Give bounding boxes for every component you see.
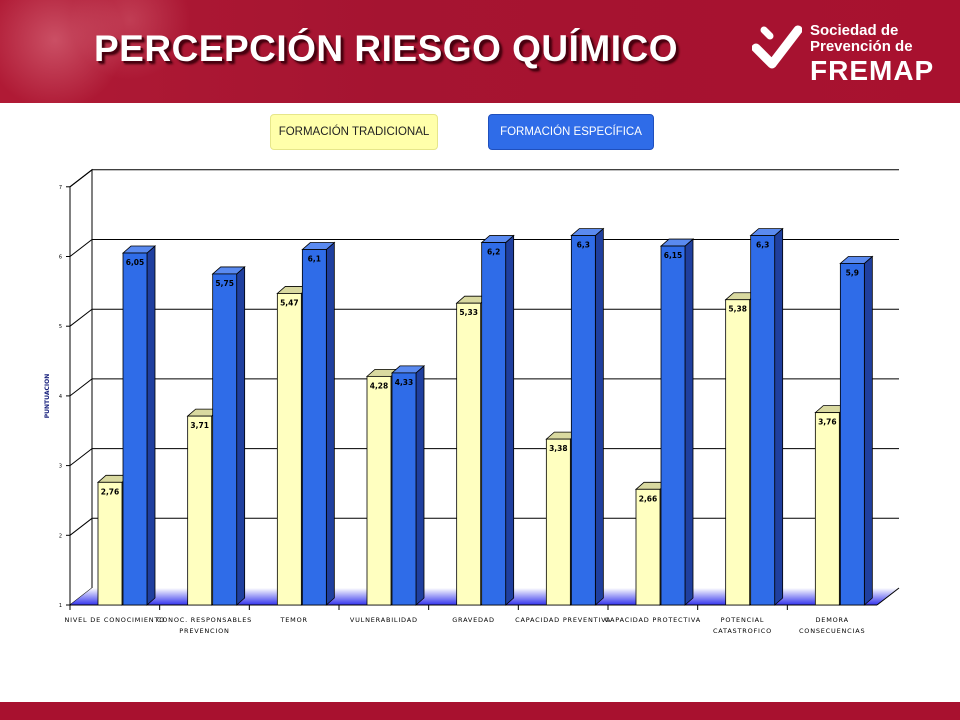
x-axis-depth (876, 587, 900, 606)
footer-bar (0, 702, 960, 720)
legend-specific: FORMACIÓN ESPECÍFICA (488, 114, 654, 150)
x-tick-label: VULNERABILIDAD (350, 616, 418, 624)
x-tick-label: CATASTROFICO (713, 627, 772, 635)
x-tick-label: NIVEL DE CONOCIMIENTO (64, 616, 165, 624)
logo-text-sociedad: Sociedad de (810, 22, 899, 39)
bar-traditional-label: 5,38 (728, 305, 747, 314)
bar-specific-side (415, 365, 425, 606)
bar-traditional-label: 3,71 (190, 421, 209, 430)
bar-specific-side (774, 227, 784, 606)
y-tick-label: 6 (59, 255, 62, 261)
bar-specific (570, 235, 596, 606)
bar-specific-side (146, 245, 156, 606)
checkmark-logo-icon (752, 25, 802, 69)
bar-specific-side (505, 234, 515, 606)
bar-traditional (545, 438, 571, 606)
bar-traditional (366, 375, 392, 606)
gridline (69, 239, 899, 257)
bar-specific (391, 372, 417, 606)
logo-text-fremap: FREMAP (810, 55, 935, 86)
bar-specific-label: 6,05 (126, 258, 145, 267)
y-tick-label: 5 (59, 324, 62, 330)
x-tick-label: GRAVEDAD (452, 616, 495, 624)
x-tick-label: POTENCIAL (721, 616, 765, 624)
bar-specific-label: 6,2 (487, 248, 500, 257)
gridline (69, 517, 899, 536)
bar-specific-label: 6,3 (756, 241, 769, 250)
legend-traditional: FORMACIÓN TRADICIONAL (270, 114, 438, 150)
bar-specific (212, 273, 238, 606)
bar-traditional (725, 299, 751, 606)
page-title: PERCEPCIÓN RIESGO QUÍMICO (94, 28, 679, 69)
bar-specific (481, 242, 507, 606)
gridline (69, 378, 899, 397)
gridline (69, 448, 899, 466)
bar-traditional-label: 4,28 (370, 381, 389, 390)
fremap-logo: Sociedad de Prevención de FREMAP (752, 18, 952, 88)
x-tick-label: CAPACIDAD PREVENTIVA (515, 616, 611, 624)
bar-traditional (456, 302, 482, 606)
bar-specific-side (594, 227, 604, 606)
bar-specific (301, 249, 327, 606)
x-tick-label: CONSECUENCIAS (799, 627, 865, 635)
x-tick-label: PREVENCION (179, 627, 229, 635)
bar-traditional-label: 2,66 (639, 494, 658, 503)
bar-traditional-label: 5,47 (280, 298, 299, 307)
x-tick-label: CAPACIDAD PROTECTIVA (605, 616, 701, 624)
bar-specific-side (236, 266, 246, 606)
bar-traditional-label: 3,76 (818, 418, 837, 427)
bar-specific (839, 263, 865, 606)
x-tick-label: TEMOR (280, 616, 308, 624)
bar-specific-label: 5,75 (215, 279, 234, 288)
bar-specific-label: 6,15 (664, 251, 683, 260)
y-tick-label: 7 (59, 185, 62, 191)
gridline (69, 169, 899, 188)
bar-specific (660, 245, 686, 606)
bar-specific-label: 4,33 (395, 378, 414, 387)
y-tick-label: 4 (59, 394, 62, 400)
y-tick-label: 2 (59, 533, 62, 539)
bar-specific-side (325, 241, 335, 606)
bar-traditional (635, 488, 661, 606)
bar-specific-label: 6,3 (577, 241, 590, 250)
bar-traditional (97, 481, 123, 606)
bar-traditional (814, 412, 840, 606)
bar-specific-side (684, 238, 694, 606)
bar-specific-side (863, 255, 873, 606)
bar-specific (750, 235, 776, 606)
logo-text-prevencion: Prevención de (810, 38, 913, 55)
bar-traditional-label: 3,38 (549, 444, 568, 453)
y-tick-label: 3 (59, 464, 62, 470)
bar-traditional-label: 5,33 (459, 308, 478, 317)
x-tick-label: DEMORA (815, 616, 848, 624)
bar-traditional (187, 415, 213, 606)
y-tick-label: 1 (59, 603, 62, 609)
x-tick-label: CONOC. RESPONSABLES (157, 616, 252, 624)
gridline (69, 308, 899, 327)
bar-specific (122, 252, 148, 606)
bar-traditional-label: 2,76 (101, 487, 120, 496)
y-axis-label: PUNTUACION (44, 374, 51, 418)
bar-specific-label: 5,9 (846, 268, 859, 277)
bar-chart: 1 2 3 4 5 6 7 PUNTUACION 2,76 6,05 NIVEL DE CONOCI… (44, 168, 900, 635)
bar-specific-label: 6,1 (308, 255, 321, 264)
header-banner: PERCEPCIÓN RIESGO QUÍMICO Sociedad de Pr… (0, 0, 960, 103)
bar-traditional (276, 293, 302, 606)
